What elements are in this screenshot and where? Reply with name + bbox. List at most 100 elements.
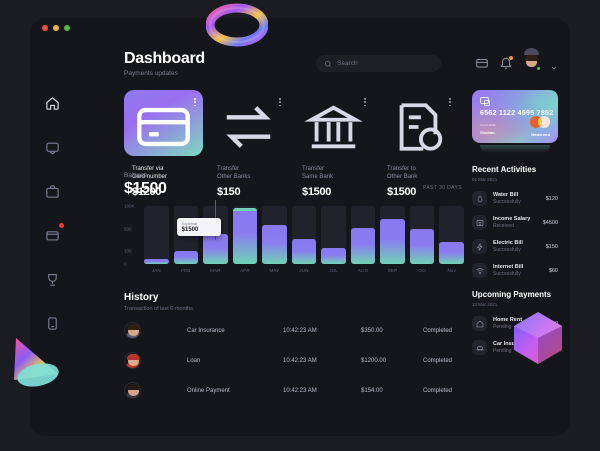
bell-icon[interactable] <box>499 55 513 70</box>
trophy-icon <box>45 272 60 287</box>
briefcase-icon <box>45 184 60 199</box>
chart-bar-fill <box>144 259 169 264</box>
card-brand: Mastercard <box>531 133 550 137</box>
chart-bar[interactable] <box>144 206 169 264</box>
chart-bar[interactable] <box>380 206 405 264</box>
item-text: Internet Bill Successfully <box>493 264 549 278</box>
search-icon <box>324 55 332 73</box>
chart-x-tick: Nov <box>447 268 457 273</box>
invoice-icon <box>387 98 450 156</box>
item-amount: $60 <box>548 267 558 274</box>
transaction-status: Completed <box>423 387 453 394</box>
window-maximize-button[interactable] <box>64 25 70 31</box>
quick-transfer-card[interactable]: Transfer Other Banks $150 <box>209 90 288 198</box>
chart-x-tick: MAR <box>210 268 221 273</box>
chart-bar[interactable] <box>350 206 376 264</box>
list-item[interactable]: Car Insurance Pending $150 <box>472 340 558 355</box>
item-status: Pending <box>493 348 512 355</box>
card-label: Transfer Other Banks <box>217 166 251 180</box>
chart-bar[interactable] <box>321 206 346 264</box>
history-section: History Transaction of last 6 months Car… <box>124 292 464 402</box>
table-row[interactable]: Loan 10:42:23 AM $1200.00 Completed <box>124 349 464 372</box>
document-icon <box>45 316 60 331</box>
chart-bar-track <box>144 206 169 264</box>
chart-bar-fill <box>262 224 287 264</box>
balance-value: $1500 <box>124 180 167 197</box>
item-status: Received <box>493 223 514 230</box>
tooltip-label: Expense <box>181 221 198 226</box>
credit-card-icon <box>132 98 195 156</box>
window-minimize-button[interactable] <box>53 25 59 31</box>
list-item[interactable]: Internet Bill Successfully $60 <box>472 263 558 278</box>
chart-bar[interactable] <box>439 206 465 264</box>
quick-transfer-card[interactable]: Transfer Same Bank $1500 <box>294 90 373 198</box>
mastercard-logo-icon <box>530 116 550 128</box>
avatar[interactable] <box>523 48 541 71</box>
window-close-button[interactable] <box>42 25 48 31</box>
sidebar-item-messages[interactable] <box>41 136 63 158</box>
chart-bar[interactable] <box>262 206 287 264</box>
card-menu-button[interactable] <box>364 98 366 107</box>
history-title: History <box>124 292 159 303</box>
item-amount: $150 <box>545 243 558 250</box>
credit-card[interactable]: 6562 1122 4595 7852 Card Holder Shohan M… <box>472 90 558 143</box>
table-row[interactable]: Car Insurance 10:42:23 AM $350.00 Completed <box>124 319 464 342</box>
chart-bar-fill <box>291 239 317 264</box>
search-input[interactable] <box>337 60 433 67</box>
online-status-dot <box>536 66 541 71</box>
sidebar-item-home[interactable] <box>41 92 63 114</box>
search-bar[interactable] <box>316 55 441 72</box>
avatar <box>124 352 141 369</box>
item-amount: $120 <box>545 195 558 202</box>
chart-bar[interactable] <box>409 206 435 264</box>
chevron-down-icon[interactable] <box>550 59 558 70</box>
avatar <box>124 322 141 339</box>
list-item[interactable]: Electric Bill Successfully $150 <box>472 239 558 254</box>
table-row[interactable]: Online Payment 10:42:23 AM $154.00 Complete… <box>124 379 464 402</box>
notification-badge <box>509 55 513 60</box>
card-amount: $150 <box>217 186 241 198</box>
chart-x-tick: APR <box>239 268 250 273</box>
card-menu-button[interactable] <box>194 98 196 107</box>
quick-transfer-card[interactable]: Transfer to Other Bank $1500 <box>379 90 458 198</box>
chart-bar[interactable]: Expense $1500 <box>176 200 228 264</box>
sidebar-item-rewards[interactable] <box>41 268 63 290</box>
chart-bar[interactable] <box>291 206 317 264</box>
card-menu-button[interactable] <box>449 98 451 107</box>
item-amount: $4500 <box>542 219 558 226</box>
transaction-time: 10:42:23 AM <box>283 327 317 334</box>
item-text: Income Salary Received <box>493 216 543 230</box>
sidebar-item-wallet[interactable] <box>41 223 64 246</box>
chart-x-tick: JUN <box>299 268 309 273</box>
card-amount: $1200 <box>132 186 162 198</box>
car-icon <box>472 340 487 355</box>
upcoming-payments-date: 13 Mar 2021 <box>472 302 498 307</box>
quick-transfer-card[interactable]: Transfer via Card number $1200 <box>124 90 203 198</box>
sidebar-item-portfolio[interactable] <box>41 180 63 202</box>
card-icon[interactable] <box>475 56 489 70</box>
list-item[interactable]: Water Bill Successfully $120 <box>472 191 558 206</box>
page-title: Dashboard <box>124 50 205 67</box>
item-name: Home Rent <box>493 316 523 323</box>
exchange-icon <box>217 98 280 156</box>
card-menu-button[interactable] <box>279 98 281 107</box>
item-text: Home Rent Pending <box>493 317 543 331</box>
list-item[interactable]: Income Salary Received $4500 <box>472 215 558 230</box>
card-label: Transfer Same Bank <box>302 166 334 180</box>
chart-bar[interactable] <box>232 206 258 264</box>
list-item[interactable]: Home Rent Pending $1500 <box>472 316 558 331</box>
chart-plot-area: Expense $1500 <box>144 200 465 264</box>
item-status: Successfully <box>493 271 521 278</box>
right-column: 6562 1122 4595 7852 Card Holder Shohan M… <box>472 90 558 355</box>
chart-bar-fill <box>439 241 465 264</box>
card-label: Transfer to Other Bank <box>387 166 418 180</box>
history-subtitle: Transaction of last 6 months <box>124 306 193 312</box>
card-holder-label: Card Holder <box>480 123 497 127</box>
header-actions <box>475 48 558 71</box>
item-name: Car Insurance <box>493 340 530 347</box>
item-status: Pending <box>493 324 512 331</box>
sidebar-item-reports[interactable] <box>41 312 63 334</box>
content-area: Transfer via Card number $1200 Transfer … <box>74 90 570 436</box>
chart-x-tick: Oct <box>418 268 426 273</box>
item-text: Car Insurance Pending <box>493 341 546 355</box>
